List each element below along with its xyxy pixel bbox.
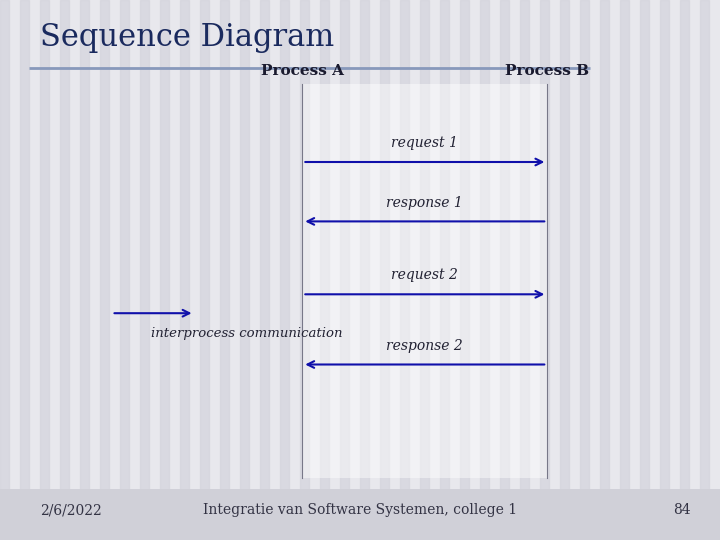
Text: interprocess communication: interprocess communication [151, 327, 343, 340]
Bar [540, 0, 549, 540]
Bar [180, 0, 189, 540]
Text: Process A: Process A [261, 64, 344, 78]
Bar [620, 0, 629, 540]
Bar [320, 0, 329, 540]
Bar [220, 0, 229, 540]
Bar [302, 84, 547, 478]
Bar [640, 0, 649, 540]
Text: request 2: request 2 [392, 268, 458, 282]
Bar [100, 0, 109, 540]
Bar [240, 0, 249, 540]
Text: response 2: response 2 [387, 339, 463, 353]
Bar [660, 0, 669, 540]
Bar [560, 0, 569, 540]
Bar [40, 0, 49, 540]
Bar [300, 0, 309, 540]
Bar [340, 0, 349, 540]
Bar [120, 0, 129, 540]
Bar [580, 0, 589, 540]
Bar [160, 0, 169, 540]
Text: request 1: request 1 [392, 136, 458, 150]
Bar [360, 0, 369, 540]
Text: Integratie van Software Systemen, college 1: Integratie van Software Systemen, colleg… [203, 503, 517, 517]
Bar [440, 0, 449, 540]
Bar [0, 489, 720, 540]
Bar [260, 0, 269, 540]
Text: response 1: response 1 [387, 195, 463, 210]
Bar [380, 0, 389, 540]
Text: 2/6/2022: 2/6/2022 [40, 503, 102, 517]
Bar [0, 0, 9, 540]
Text: Sequence Diagram: Sequence Diagram [40, 22, 334, 52]
Bar [140, 0, 149, 540]
Bar [500, 0, 509, 540]
Text: 84: 84 [674, 503, 691, 517]
Bar [80, 0, 89, 540]
Bar [420, 0, 429, 540]
Bar [600, 0, 609, 540]
Text: Process B: Process B [505, 64, 589, 78]
Bar [480, 0, 489, 540]
Bar [700, 0, 709, 540]
Bar [680, 0, 689, 540]
Bar [520, 0, 529, 540]
Bar [20, 0, 29, 540]
Bar [200, 0, 209, 540]
Bar [280, 0, 289, 540]
Bar [60, 0, 69, 540]
Bar [460, 0, 469, 540]
Bar [400, 0, 409, 540]
